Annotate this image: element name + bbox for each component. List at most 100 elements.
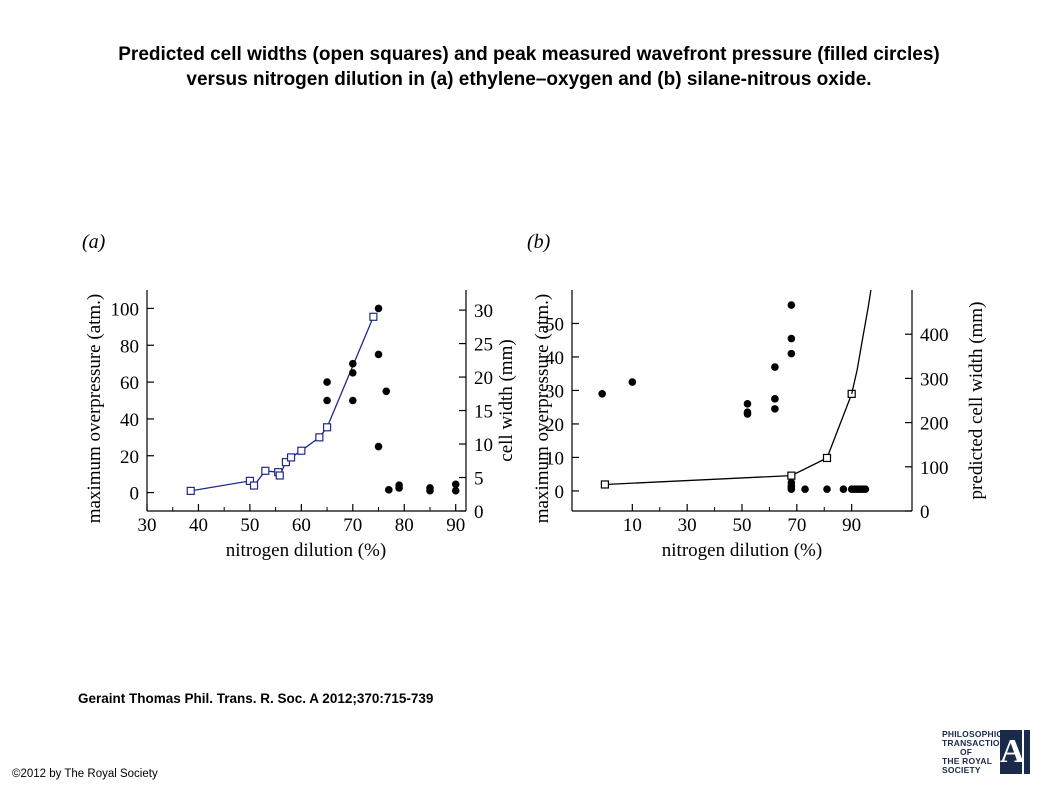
panel-b-filled-circle-point <box>743 400 752 408</box>
panel-a-label: (a) <box>82 231 106 253</box>
panel-a-filled-circle-point <box>349 396 357 405</box>
panel-a-open-square-point <box>261 466 270 475</box>
panel-a-y-left-tick-label: 40 <box>120 410 139 431</box>
panel-a-open-square-point <box>281 458 291 467</box>
panel-a-filled-circle-point <box>451 486 460 495</box>
citation: Geraint Thomas Phil. Trans. R. Soc. A 20… <box>78 691 434 706</box>
panel-a-y-right-tick-label: 0 <box>474 502 484 523</box>
panel-b-y-right-tick-label: 0 <box>920 502 930 523</box>
panel-a-open-square-point <box>369 312 378 321</box>
panel-a-filled-circle-point <box>349 359 357 368</box>
panel-b-filled-circle-point <box>861 485 870 494</box>
panel-a-x-tick-label: 40 <box>189 515 208 536</box>
panel-a-filled-circle-point <box>382 387 391 396</box>
panel-b-series-line <box>851 289 872 395</box>
panel-b-filled-circle-point <box>628 378 637 386</box>
panel-a-y-right-tick-label: 10 <box>474 435 493 456</box>
panel-b-label: (b) <box>527 231 551 253</box>
panel-a-filled-circle-point <box>374 442 383 451</box>
panel-a-filled-circle-point <box>395 484 403 492</box>
panel-b-filled-circle-point <box>771 395 779 403</box>
panel-b-open-square-point <box>822 453 832 463</box>
panel-b-x-axis-label: nitrogen dilution (%) <box>662 540 822 561</box>
panel-b-y-right-tick-label: 400 <box>920 325 949 346</box>
panel-a-open-square-point <box>249 481 259 490</box>
panel-a-filled-circle-point <box>323 378 331 386</box>
panel-b-filled-circle-point <box>787 349 796 358</box>
copyright: ©2012 by The Royal Society <box>12 768 158 780</box>
panel-a-filled-circle-point <box>374 304 383 313</box>
panel-a-y-right-tick-label: 5 <box>474 469 484 490</box>
panel-a-y-left-tick-label: 100 <box>111 299 140 320</box>
panel-b-filled-circle-point <box>787 334 796 343</box>
panel-a-open-square-point <box>275 471 284 480</box>
panel-a-y-right-tick-label: 30 <box>474 301 493 322</box>
panel-b-x-tick-label: 10 <box>623 515 642 536</box>
panel-a-filled-circle-point <box>385 486 393 494</box>
panel-b-y-left-axis-label: maximum overpressure (atm.) <box>532 294 553 524</box>
panel-a-open-square-point <box>297 446 306 455</box>
panel-b-filled-circle-point <box>598 390 606 398</box>
panel-b-y-left-tick-label: 30 <box>545 381 564 402</box>
panel-a-x-tick-label: 80 <box>395 515 414 536</box>
panel-a-y-left-tick-label: 80 <box>120 336 139 357</box>
logo-line3: OF <box>960 747 973 757</box>
panel-b-filled-circle-point <box>787 485 796 494</box>
panel-a-x-tick-label: 70 <box>343 515 362 536</box>
logo-line5: SOCIETY <box>942 765 981 775</box>
panel-a-y-right-tick-label: 15 <box>474 402 493 423</box>
panel-a-y-right-tick-label: 25 <box>474 335 493 356</box>
panel-a-filled-circle-point <box>323 396 331 405</box>
panel-a-y-left-tick-label: 60 <box>120 373 139 394</box>
panel-b-open-square-point <box>787 471 796 480</box>
panel-b-filled-circle-point <box>823 485 831 494</box>
panel-b-x-tick-label: 50 <box>733 515 752 536</box>
panel-b-x-tick-label: 70 <box>787 515 806 536</box>
panel-b-filled-circle-point <box>743 410 752 418</box>
panel-a-filled-circle-point <box>426 486 434 495</box>
panel-a-open-square-point <box>286 453 296 462</box>
panel-a-y-right-axis-label: cell width (mm) <box>496 339 517 461</box>
panel-a-open-square-point <box>315 433 324 442</box>
chart-title-line2: versus nitrogen dilution in (a) ethylene… <box>186 69 872 90</box>
logo-line2: TRANSACTIONS <box>942 738 1012 748</box>
panel-a-x-tick-label: 30 <box>138 515 157 536</box>
panel-b-open-square-point <box>600 480 610 489</box>
panel-a-x-tick-label: 60 <box>292 515 311 536</box>
panel-a-open-square-point <box>186 486 195 496</box>
panel-a-y-left-tick-label: 0 <box>130 484 140 505</box>
panel-b-y-left-tick-label: 40 <box>545 348 564 369</box>
panel-a-filled-circle-point <box>349 369 357 377</box>
panel-a-x-tick-label: 90 <box>446 515 465 536</box>
panel-b-filled-circle-point <box>787 301 796 309</box>
panel-b-y-right-tick-label: 200 <box>920 414 949 435</box>
panel-b-y-left-tick-label: 10 <box>545 448 564 469</box>
panel-b-filled-circle-point <box>839 485 848 494</box>
chart-title-line1: Predicted cell widths (open squares) and… <box>118 44 940 65</box>
panel-a-x-tick-label: 50 <box>240 515 259 536</box>
logo-strip <box>1024 730 1030 774</box>
logo-line4: THE ROYAL <box>942 756 993 766</box>
panel-b-y-right-axis-label: predicted cell width (mm) <box>966 302 987 500</box>
panel-b-y-left-tick-label: 20 <box>545 415 564 436</box>
panel-b-filled-circle-point <box>771 363 779 371</box>
panel-b-y-right-tick-label: 100 <box>920 458 949 479</box>
panel-a-filled-circle-point <box>451 480 460 489</box>
panel-b-y-left-tick-label: 0 <box>555 482 565 503</box>
panel-b-x-tick-label: 90 <box>842 515 861 536</box>
panel-b-y-right-tick-label: 300 <box>920 369 949 390</box>
panel-a-y-left-tick-label: 20 <box>120 447 139 468</box>
panel-a-y-left-axis-label: maximum overpressure (atm.) <box>84 294 105 524</box>
panel-b-filled-circle-point <box>771 405 779 413</box>
panel-b-y-left-tick-label: 50 <box>545 314 564 335</box>
journal-logo: PHILOSOPHICAL TRANSACTIONS OF THE ROYAL … <box>942 730 1032 778</box>
panel-a-x-axis-label: nitrogen dilution (%) <box>226 540 386 561</box>
logo-line1: PHILOSOPHICAL <box>942 729 1015 739</box>
panel-a-open-square-point <box>245 476 255 485</box>
panel-a-y-right-tick-label: 20 <box>474 368 493 389</box>
chart-title: Predicted cell widths (open squares) and… <box>20 42 1038 92</box>
panel-b-x-tick-label: 30 <box>678 515 697 536</box>
panel-b-series-line <box>604 393 853 486</box>
logo-letter: A <box>1000 730 1025 774</box>
